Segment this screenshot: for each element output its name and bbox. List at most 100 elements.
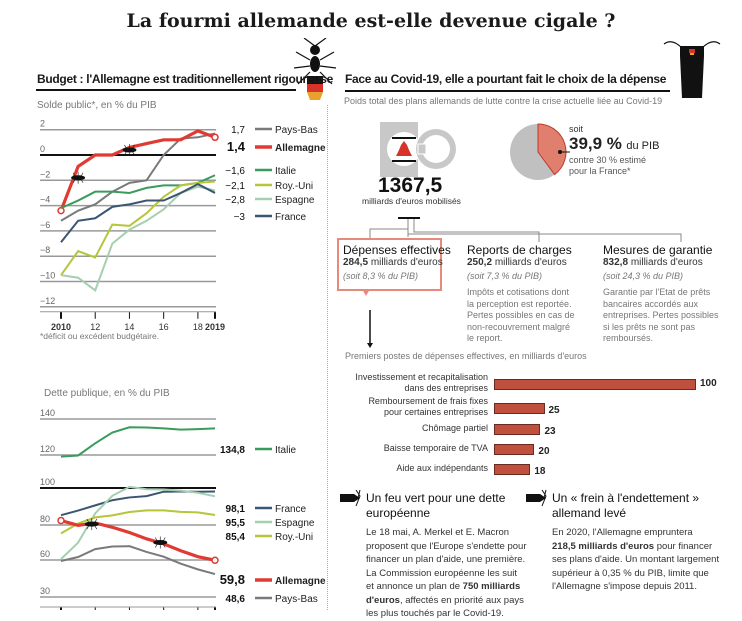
bar-label-line: Investissement et recapitalisation — [328, 372, 488, 383]
note-line: En 2020, l'Allemagne empruntera — [552, 526, 719, 540]
note-line: supérieur à 0,35 % du PIB, limite que — [552, 567, 719, 581]
box-title: Mesures de garantie — [603, 243, 712, 257]
cricket-icon — [662, 36, 722, 102]
box-desc-line: la perception est reportée. — [467, 299, 572, 311]
data-point — [212, 557, 218, 563]
data-point — [212, 134, 218, 140]
bar-value: 23 — [544, 426, 555, 437]
cricket-small-icon — [524, 488, 552, 508]
box-amount: 284,5 — [343, 257, 368, 268]
ant-icon — [290, 38, 340, 104]
box-desc-line: remboursés. — [603, 333, 653, 345]
y-tick-label: 60 — [40, 549, 50, 559]
y-tick-label: 2 — [40, 119, 45, 129]
note-line: d'euros, affectés en priorité aux pays — [366, 594, 527, 608]
legend-label: Italie — [275, 166, 297, 177]
legend-label: Allemagne — [275, 143, 326, 154]
bar-value: 25 — [549, 405, 560, 416]
pie-unit: du PIB — [626, 140, 659, 152]
note-line: financer un plan d'aide, une première. — [366, 553, 527, 567]
note-line: ses plans d'aide. Un montant largement — [552, 553, 719, 567]
bold-text: 218,5 milliards d'euros — [552, 541, 654, 552]
cricket-small-icon — [338, 488, 366, 508]
box-amount-line: 832,8 milliards d'euros — [603, 257, 703, 268]
note-title-line: allemand levé — [552, 506, 699, 521]
x-tick-label: 18 — [193, 322, 203, 332]
note-title-line: Un « frein à l'endettement » — [552, 491, 699, 506]
y-tick-label: −8 — [40, 245, 50, 255]
box-desc-line: Garantie par l'Etat de prêts — [603, 287, 710, 299]
bar-label-line: Aide aux indépendants — [328, 463, 488, 474]
y-tick-label: −4 — [40, 195, 50, 205]
box-desc-line: bancaires accordés aux — [603, 299, 698, 311]
y-tick-label: 0 — [40, 144, 45, 154]
bold-text: d'euros — [366, 595, 400, 606]
box-pct: (soit 7,3 % du PIB) — [467, 271, 542, 281]
legend-value: 95,5 — [226, 518, 246, 529]
box-desc-line: Pertes possibles en cas de — [467, 310, 575, 322]
gdp-pie-chart — [500, 122, 570, 182]
note-title-line: Un feu vert pour une dette — [366, 491, 505, 506]
deficit-footnote: *déficit ou excédent budgétaire. — [40, 331, 159, 341]
box-amount: 250,2 — [467, 257, 492, 268]
legend-label: Roy.-Uni — [275, 181, 313, 192]
y-tick-label: 80 — [40, 514, 50, 524]
bar-label: Aide aux indépendants — [328, 463, 488, 474]
x-tick-label: 2019 — [205, 322, 225, 332]
data-point — [58, 208, 64, 214]
bar-label-line: Chômage partiel — [328, 423, 488, 434]
pie-value: 39,9 % — [569, 134, 622, 153]
bar — [494, 464, 530, 475]
y-tick-label: −12 — [40, 296, 55, 306]
box-desc-line: Impôts et cotisations dont — [467, 287, 569, 299]
box-title: Reports de charges — [467, 243, 572, 257]
legend-value: 59,8 — [220, 572, 245, 587]
box-desc-line: si les prêts ne sont pas — [603, 322, 695, 334]
pie-note-2: pour la France* — [569, 166, 631, 176]
note-line: Le 18 mai, A. Merkel et E. Macron — [366, 526, 527, 540]
legend-label: Italie — [275, 445, 297, 456]
box-pct: (soit 24,3 % du PIB) — [603, 271, 683, 281]
series-line-royuni — [61, 182, 215, 276]
y-tick-label: −6 — [40, 220, 50, 230]
pie-pre: soit — [569, 124, 583, 134]
bars-subtitle: Premiers postes de dépenses effectives, … — [345, 351, 587, 361]
legend-value: −1,6 — [225, 166, 245, 177]
legend-label: Roy.-Uni — [275, 532, 313, 543]
pie-note-1: contre 30 % estimé — [569, 155, 646, 165]
box-desc-line: entreprises. Pertes possibles — [603, 310, 719, 322]
legend-label: Allemagne — [275, 576, 326, 587]
ant-icon — [153, 537, 167, 549]
series-line-royuni — [61, 510, 215, 533]
legend-label: Pays-Bas — [275, 594, 318, 605]
bar-label-line: Remboursement de frais fixes — [328, 396, 488, 407]
page-title: La fourmi allemande est-elle devenue cig… — [0, 10, 742, 32]
note-2-body: En 2020, l'Allemagne empruntera 218,5 mi… — [552, 526, 719, 594]
series-line-france — [61, 184, 215, 242]
legend-label: France — [275, 504, 307, 515]
box-pct: (soit 8,3 % du PIB) — [343, 271, 418, 281]
debt-chart: 1401201008060302010121416182019134,8Ital… — [0, 405, 330, 610]
bar-label: Baisse temporaire de TVA — [328, 443, 488, 454]
legend-label: France — [275, 212, 307, 223]
note-1-body: Le 18 mai, A. Merkel et E. Macron propos… — [366, 526, 527, 621]
note-2-title: Un « frein à l'endettement »allemand lev… — [552, 491, 699, 521]
box-amount-line: 284,5 milliards d'euros — [343, 257, 443, 268]
bar — [494, 444, 534, 455]
legend-value: 48,6 — [226, 594, 246, 605]
bar-value: 18 — [534, 466, 545, 477]
debt-subtitle: Dette publique, en % du PIB — [44, 388, 170, 399]
bar-label-line: dans des entreprises — [328, 383, 488, 394]
y-tick-label: 30 — [40, 586, 50, 596]
bar — [494, 379, 696, 390]
legend-label: Espagne — [275, 518, 315, 529]
covid-subtitle: Poids total des plans allemands de lutte… — [344, 96, 662, 106]
covid-heading: Face au Covid-19, elle a pourtant fait l… — [345, 72, 666, 86]
box-desc-line: le report. — [467, 333, 503, 345]
bar — [494, 403, 545, 414]
legend-value: 98,1 — [226, 504, 246, 515]
heading-rule — [345, 90, 670, 92]
heading-rule — [36, 89, 296, 91]
